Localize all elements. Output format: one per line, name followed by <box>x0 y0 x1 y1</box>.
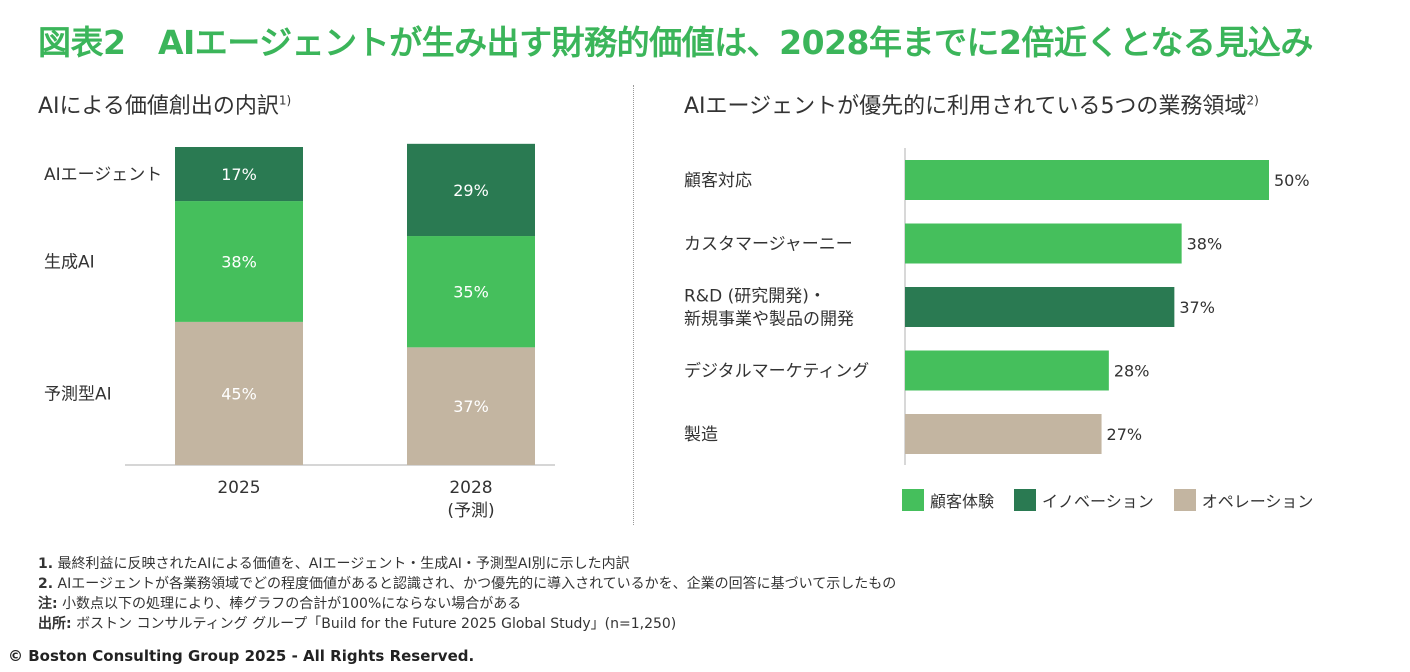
footnote-2: 2. AIエージェントが各業務領域でどの程度価値があると認識され、かつ優先的に導… <box>38 576 897 592</box>
hbar-0 <box>905 160 1269 200</box>
chart-legend: 顧客体験 イノベーション オペレーション <box>902 488 1313 512</box>
hbar-3 <box>905 350 1109 391</box>
legend-swatch-innovation <box>1014 489 1037 511</box>
legend-item-operations: オペレーション <box>1173 488 1314 512</box>
copyright: © Boston Consulting Group 2025 - All Rig… <box>8 647 475 665</box>
hbar-value-label-3: 28% <box>1114 362 1150 381</box>
hbar-category-label-4: 製造 <box>684 425 718 445</box>
data-label-agent-1: 29% <box>453 181 489 200</box>
x-tick-label-0: 2025 <box>217 478 260 498</box>
bar-agent-0 <box>175 147 303 202</box>
legend-label-customer-experience: 顧客体験 <box>930 492 995 511</box>
right-chart-title: AIエージェントが優先的に利用されている5つの業務領域2) <box>684 93 1259 119</box>
hbar-category-label-1: カスタマージャーニー <box>684 235 853 255</box>
legend-swatch-customer-experience <box>902 489 924 511</box>
figure-title: 図表2 AIエージェントが生み出す財務的価値は、2028年までに2倍近くとなる見… <box>38 23 1313 62</box>
legend-item-customer-experience: 顧客体験 <box>902 488 994 512</box>
bar-predictive-1 <box>407 347 535 465</box>
bar-predictive-0 <box>175 321 303 465</box>
bar-agent-1 <box>407 143 535 237</box>
hbar-category-label-2: R&D (研究開発)・ <box>684 287 826 307</box>
left-chart-title: AIによる価値創出の内訳1) <box>38 93 292 119</box>
hbar-1 <box>905 223 1182 264</box>
legend-label-innovation: イノベーション <box>1042 492 1154 511</box>
data-label-generative-0: 38% <box>221 252 257 271</box>
footnote-note: 注: 小数点以下の処理により、棒グラフの合計が100%にならない場合がある <box>38 596 522 612</box>
hbar-category-label-3: デジタルマーケティング <box>684 361 869 382</box>
chart-divider <box>633 85 634 525</box>
footnote-source: 出所: ボストン コンサルティング グループ「Build for the Fut… <box>38 616 677 632</box>
hbar-value-label-4: 27% <box>1107 425 1143 444</box>
hbar-2 <box>905 287 1175 327</box>
hbar-category-label-2: 新規事業や製品の開発 <box>684 310 854 330</box>
hbar-4 <box>905 414 1102 454</box>
legend-item-innovation: イノベーション <box>1014 488 1154 512</box>
legend-label-operations: オペレーション <box>1201 492 1314 511</box>
hbar-value-label-0: 50% <box>1274 171 1310 190</box>
hbar-value-label-1: 38% <box>1187 235 1223 254</box>
bar-generative-1 <box>407 236 535 348</box>
x-tick-label-1: 2028 <box>449 478 492 498</box>
x-tick-label-1: (予測) <box>447 501 494 521</box>
legend-swatch-operations <box>1173 489 1196 511</box>
data-label-generative-1: 35% <box>453 283 489 302</box>
series-label-agent: AIエージェント <box>44 165 162 185</box>
footnotes: 1. 最終利益に反映されたAIによる価値を、AIエージェント・生成AI・予測型A… <box>38 554 896 634</box>
hbar-value-label-2: 37% <box>1179 298 1215 317</box>
hbar-category-label-0: 顧客対応 <box>684 171 752 191</box>
data-label-predictive-0: 45% <box>221 384 257 403</box>
series-label-generative: 生成AI <box>44 252 95 272</box>
horizontal-bar-chart: 50% 顧客対応 38% カスタマージャーニー 37% R&D (研究開発)・新規事業や製… <box>684 148 1310 465</box>
series-label-predictive: 予測型AI <box>44 384 112 404</box>
bar-generative-0 <box>175 201 303 322</box>
data-label-agent-0: 17% <box>221 165 257 184</box>
data-label-predictive-1: 37% <box>453 397 489 416</box>
stacked-bar-chart: 45% 38% 17% 2025 37% 35% 29% 2028 (予測) 予測型AI 生成AI A… <box>44 143 555 521</box>
footnote-1: 1. 最終利益に反映されたAIによる価値を、AIエージェント・生成AI・予測型A… <box>38 556 630 572</box>
